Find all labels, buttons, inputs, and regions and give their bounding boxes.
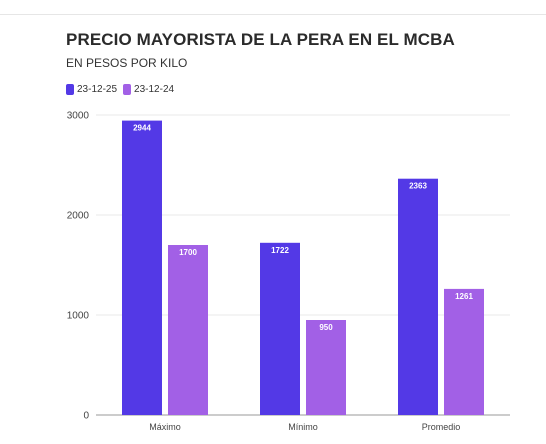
x-category-label: Promedio [422, 422, 461, 432]
data-label: 1261 [455, 292, 473, 301]
legend-label-series-1: 23-12-25 [77, 84, 118, 95]
chart-subtitle: EN PESOS POR KILO [66, 56, 188, 70]
bar-1-2 [260, 242, 300, 415]
bar-1-3 [398, 178, 438, 415]
bar-2-2 [306, 320, 346, 415]
data-label: 2944 [133, 124, 151, 133]
legend: 23-12-25 23-12-24 [66, 84, 180, 95]
y-tick-label: 0 [83, 411, 89, 422]
bar-2-1 [168, 245, 208, 415]
y-tick-label: 1000 [67, 311, 90, 322]
data-label: 1722 [271, 246, 289, 255]
y-tick-label: 3000 [67, 111, 90, 122]
y-tick-label: 2000 [67, 211, 90, 222]
legend-swatch-series-1 [66, 84, 74, 95]
legend-item-series-2[interactable]: 23-12-24 [123, 84, 174, 95]
legend-label-series-2: 23-12-24 [134, 84, 175, 95]
data-label: 950 [319, 323, 333, 332]
bar-2-3 [444, 288, 484, 415]
legend-item-series-1[interactable]: 23-12-25 [66, 84, 117, 95]
top-divider [0, 14, 546, 15]
bar-1-1 [122, 120, 162, 415]
x-category-label: Máximo [149, 422, 181, 432]
data-label: 2363 [409, 182, 427, 191]
legend-swatch-series-2 [123, 84, 132, 95]
data-label: 1700 [179, 248, 197, 257]
x-category-label: Mínimo [288, 422, 318, 432]
chart-title: PRECIO MAYORISTA DE LA PERA EN EL MCBA [66, 30, 455, 49]
